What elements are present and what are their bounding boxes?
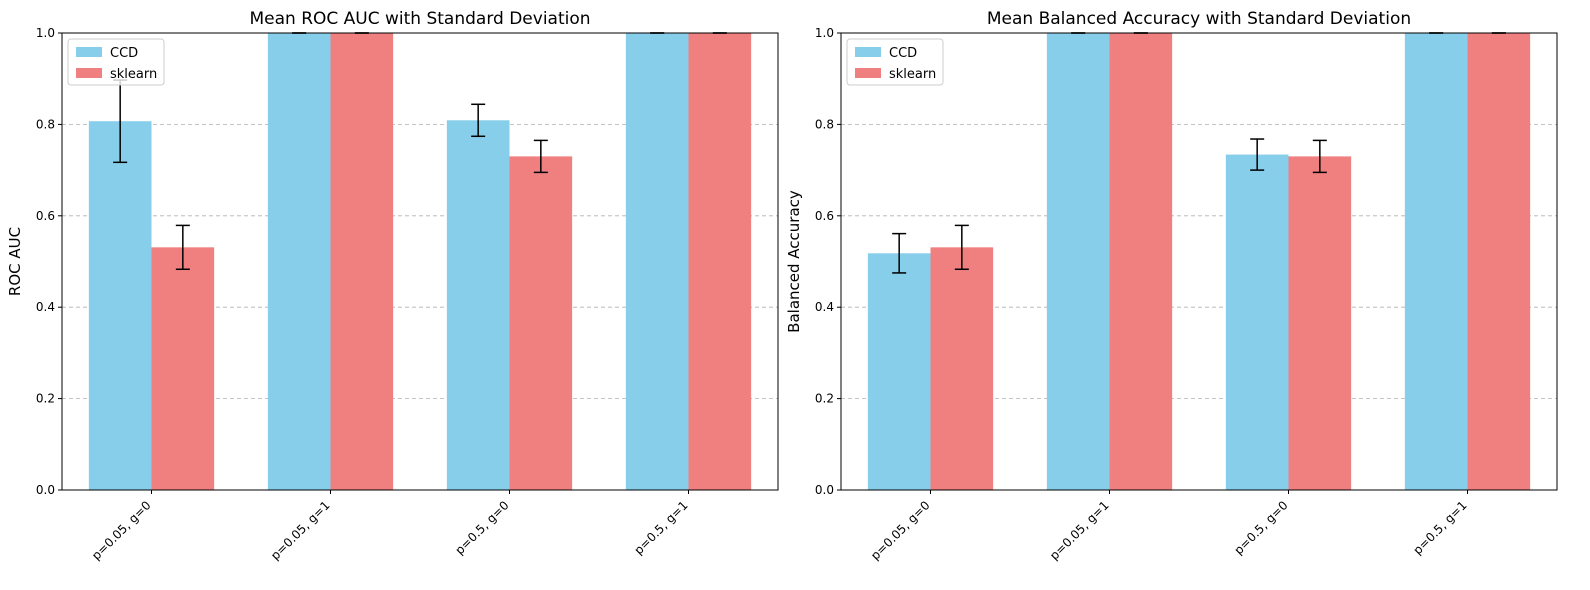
bar-ccd (88, 121, 152, 491)
legend-swatch-ccd (855, 47, 881, 57)
balanced-accuracy-chart: 0.0 0.2 0.4 0.6 0.8 1.0 p=0.05, g=0 p=0.05, g=1… (785, 9, 1558, 563)
bar-ccd (1404, 33, 1468, 490)
y-tick-label: 0.4 (815, 300, 834, 314)
x-tick-label: p=0.05, g=0 (89, 498, 154, 563)
x-tick-label: p=0.05, g=1 (1047, 498, 1112, 563)
x-tick-label: p=0.5, g=1 (631, 498, 690, 557)
y-tick-label: 0.4 (36, 300, 55, 314)
chart-title: Mean Balanced Accuracy with Standard Dev… (987, 9, 1411, 29)
legend-label-ccd: CCD (889, 46, 917, 61)
y-tick-label: 0.0 (815, 483, 834, 497)
bar-ccd (267, 33, 331, 490)
x-tick-label: p=0.05, g=1 (268, 498, 333, 563)
bar-sklearn (151, 247, 215, 490)
y-tick-label: 0.8 (36, 117, 55, 131)
y-tick-label: 0.6 (36, 209, 55, 223)
bar-ccd (1225, 154, 1289, 490)
y-tick-label: 1.0 (815, 26, 834, 40)
bar-ccd (867, 253, 931, 490)
bar-sklearn (688, 33, 752, 490)
y-tick-label: 0.0 (36, 483, 55, 497)
chart-title: Mean ROC AUC with Standard Deviation (249, 9, 590, 29)
legend-swatch-sklearn (76, 68, 102, 78)
legend-swatch-ccd (76, 47, 102, 57)
legend-swatch-sklearn (855, 68, 881, 78)
bar-sklearn (1109, 33, 1173, 490)
y-tick-label: 0.2 (815, 392, 834, 406)
axes-frame (61, 32, 779, 491)
bar-sklearn (330, 33, 394, 490)
legend-label-ccd: CCD (110, 46, 138, 61)
x-tick-label: p=0.5, g=0 (452, 498, 511, 557)
bar-sklearn (930, 247, 994, 490)
bar-ccd (446, 120, 510, 491)
bar-ccd (625, 33, 689, 490)
axes-frame (840, 32, 1558, 491)
y-tick-label: 1.0 (36, 26, 55, 40)
y-axis-label: ROC AUC (6, 227, 24, 296)
bar-ccd (1046, 33, 1110, 490)
bar-sklearn (509, 156, 573, 490)
x-tick-label: p=0.05, g=0 (868, 498, 933, 563)
bar-sklearn (1288, 156, 1352, 490)
bar-sklearn (1467, 33, 1531, 490)
y-axis-label: Balanced Accuracy (785, 190, 803, 333)
y-tick-label: 0.8 (815, 117, 834, 131)
y-tick-label: 0.6 (815, 209, 834, 223)
x-tick-label: p=0.5, g=0 (1231, 498, 1290, 557)
x-tick-label: p=0.5, g=1 (1410, 498, 1469, 557)
roc-auc-chart: 0.0 0.2 0.4 0.6 0.8 1.0 p=0.05, g=0 p=0.05, g=1… (6, 9, 779, 563)
y-tick-label: 0.2 (36, 392, 55, 406)
legend-label-sklearn: sklearn (110, 67, 157, 82)
legend-label-sklearn: sklearn (889, 67, 936, 82)
